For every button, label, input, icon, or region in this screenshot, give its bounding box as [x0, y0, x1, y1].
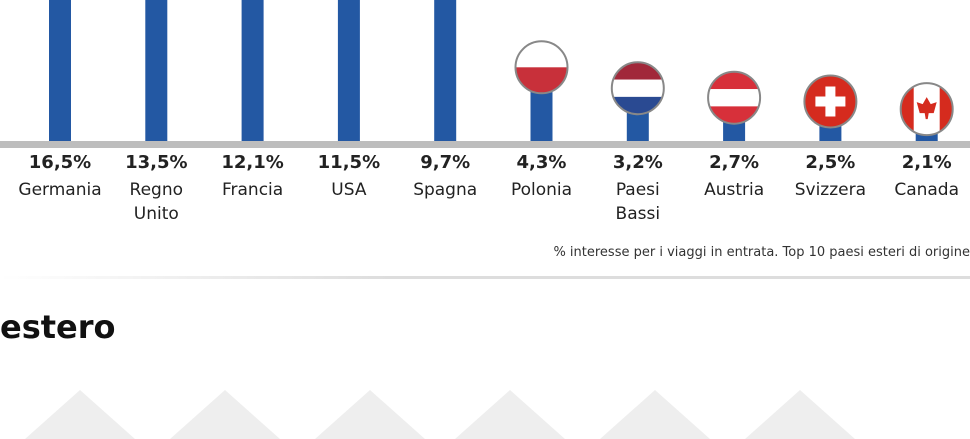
flag-stripe — [708, 89, 761, 107]
flag-rim — [899, 82, 954, 137]
value-label: 12,1% — [221, 152, 284, 173]
flag-icon — [514, 40, 569, 95]
category-label: Spagna — [413, 180, 478, 200]
flag-stripe — [611, 79, 664, 98]
category-label: Polonia — [510, 180, 573, 200]
category-label: Paesi Bassi — [615, 180, 661, 224]
flag-stripe — [515, 41, 568, 68]
flag-icon — [707, 70, 762, 125]
value-label: 16,5% — [28, 152, 92, 173]
category-label: Austria — [704, 180, 765, 200]
flag-cross — [815, 96, 846, 107]
value-label: 13,5% — [125, 152, 188, 173]
flag-icon — [610, 61, 665, 116]
bar — [241, 0, 264, 141]
footnote: % interesse per i viaggi in entrata. Top… — [553, 245, 970, 260]
category-label: Canada — [894, 180, 960, 200]
flag-icon — [803, 74, 858, 129]
value-label: 2,7% — [709, 152, 760, 173]
flag-stripe — [515, 67, 568, 94]
value-label: 4,3% — [516, 152, 567, 173]
flag-rim — [610, 61, 665, 116]
bar — [145, 0, 168, 141]
category-label: USA — [331, 180, 367, 200]
value-label: 11,5% — [317, 152, 381, 173]
category-label: Regno Unito — [129, 180, 184, 224]
flag-stripe — [611, 62, 664, 81]
value-label: 9,7% — [420, 152, 471, 173]
baseline — [0, 141, 970, 148]
category-label: Francia — [221, 180, 284, 200]
value-label: 2,5% — [805, 152, 856, 173]
flag-rim — [803, 74, 858, 129]
flag-rim — [514, 40, 569, 95]
bar — [434, 0, 457, 142]
value-label: 3,2% — [612, 152, 663, 173]
value-label: 2,1% — [901, 152, 952, 173]
chart — [0, 0, 970, 148]
separator — [0, 276, 970, 279]
category-label: Germania — [18, 180, 102, 200]
flag-leaf — [916, 97, 937, 120]
decoration — [25, 390, 855, 439]
flag-stripe — [708, 71, 761, 90]
flag — [804, 75, 857, 128]
bar — [337, 0, 360, 141]
bar — [49, 0, 71, 141]
section-heading: estero — [0, 308, 116, 346]
flag-rim — [707, 70, 762, 125]
flag-icon — [899, 82, 954, 137]
category-label: Svizzera — [794, 180, 867, 200]
